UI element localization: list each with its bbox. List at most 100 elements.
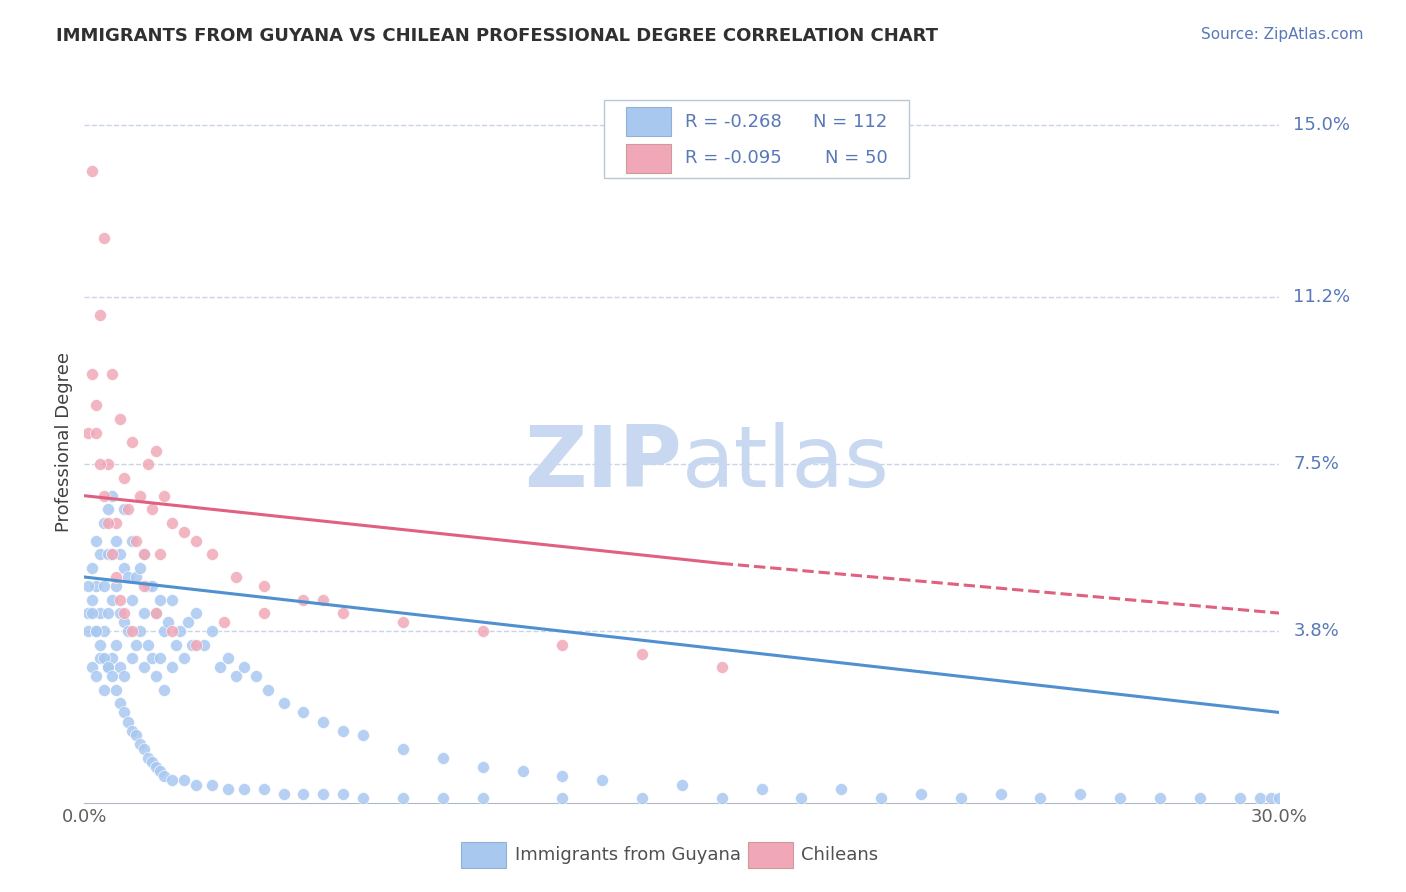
- Point: [101, 592, 124, 607]
- Point: [332, 606, 354, 620]
- Point: [86, 624, 108, 639]
- Point: [512, 764, 534, 779]
- Point: [193, 638, 215, 652]
- Point: [332, 787, 354, 801]
- Point: [77, 579, 100, 593]
- Point: [153, 769, 176, 783]
- Point: [132, 606, 156, 620]
- Text: IMMIGRANTS FROM GUYANA VS CHILEAN PROFESSIONAL DEGREE CORRELATION CHART: IMMIGRANTS FROM GUYANA VS CHILEAN PROFES…: [56, 27, 938, 45]
- Point: [101, 669, 124, 683]
- Point: [551, 769, 574, 783]
- Point: [110, 592, 132, 607]
- Point: [141, 502, 163, 516]
- Point: [273, 697, 295, 711]
- Point: [112, 561, 135, 575]
- Point: [82, 163, 104, 178]
- Point: [312, 787, 335, 801]
- Point: [153, 624, 176, 639]
- Text: 7.5%: 7.5%: [1294, 455, 1340, 473]
- Point: [121, 533, 143, 548]
- Point: [145, 669, 167, 683]
- Point: [97, 660, 120, 674]
- Point: [86, 624, 108, 639]
- Point: [1109, 791, 1132, 805]
- Point: [93, 516, 115, 530]
- Point: [101, 367, 124, 381]
- Point: [89, 638, 111, 652]
- Point: [1149, 791, 1171, 805]
- Point: [129, 561, 152, 575]
- Point: [110, 606, 132, 620]
- Point: [212, 615, 235, 630]
- Point: [1029, 791, 1052, 805]
- Point: [145, 606, 167, 620]
- Point: [141, 651, 163, 665]
- Text: Chileans: Chileans: [801, 846, 879, 863]
- Point: [173, 773, 195, 788]
- Point: [121, 723, 143, 738]
- Point: [121, 624, 143, 639]
- Point: [332, 723, 354, 738]
- Point: [292, 787, 315, 801]
- FancyBboxPatch shape: [605, 100, 910, 178]
- Point: [129, 737, 152, 751]
- Point: [149, 651, 172, 665]
- Point: [1268, 791, 1291, 805]
- Point: [132, 579, 156, 593]
- Point: [105, 682, 128, 697]
- Text: 15.0%: 15.0%: [1294, 117, 1350, 135]
- Point: [253, 579, 276, 593]
- Y-axis label: Professional Degree: Professional Degree: [55, 351, 73, 532]
- Point: [949, 791, 972, 805]
- Point: [352, 791, 374, 805]
- Point: [292, 706, 315, 720]
- Point: [184, 638, 207, 652]
- Point: [201, 778, 224, 792]
- Point: [145, 760, 167, 774]
- Point: [141, 579, 163, 593]
- Point: [97, 660, 120, 674]
- Point: [273, 787, 295, 801]
- Point: [201, 548, 224, 562]
- Point: [217, 782, 239, 797]
- Point: [121, 434, 143, 449]
- Point: [471, 624, 494, 639]
- Point: [232, 660, 254, 674]
- Point: [105, 533, 128, 548]
- Point: [1069, 787, 1091, 801]
- Point: [105, 579, 128, 593]
- Point: [160, 516, 183, 530]
- Point: [471, 791, 494, 805]
- Point: [990, 787, 1012, 801]
- FancyBboxPatch shape: [626, 107, 671, 136]
- Point: [870, 791, 893, 805]
- Point: [184, 778, 207, 792]
- Point: [551, 791, 574, 805]
- Point: [1249, 791, 1271, 805]
- Text: Immigrants from Guyana: Immigrants from Guyana: [515, 846, 741, 863]
- Point: [392, 791, 415, 805]
- Point: [89, 651, 111, 665]
- Point: [136, 579, 159, 593]
- Point: [392, 741, 415, 756]
- Point: [208, 660, 231, 674]
- Point: [631, 791, 654, 805]
- Point: [1229, 791, 1251, 805]
- Point: [149, 592, 172, 607]
- Point: [86, 579, 108, 593]
- Point: [93, 651, 115, 665]
- Point: [292, 592, 315, 607]
- Point: [101, 548, 124, 562]
- Text: ZIP: ZIP: [524, 422, 682, 505]
- Point: [82, 660, 104, 674]
- Point: [432, 791, 454, 805]
- Point: [105, 638, 128, 652]
- Point: [97, 606, 120, 620]
- Point: [145, 443, 167, 458]
- Point: [392, 615, 415, 630]
- Point: [184, 533, 207, 548]
- Point: [153, 489, 176, 503]
- Point: [225, 570, 247, 584]
- Text: R = -0.095: R = -0.095: [686, 149, 782, 168]
- Point: [352, 728, 374, 742]
